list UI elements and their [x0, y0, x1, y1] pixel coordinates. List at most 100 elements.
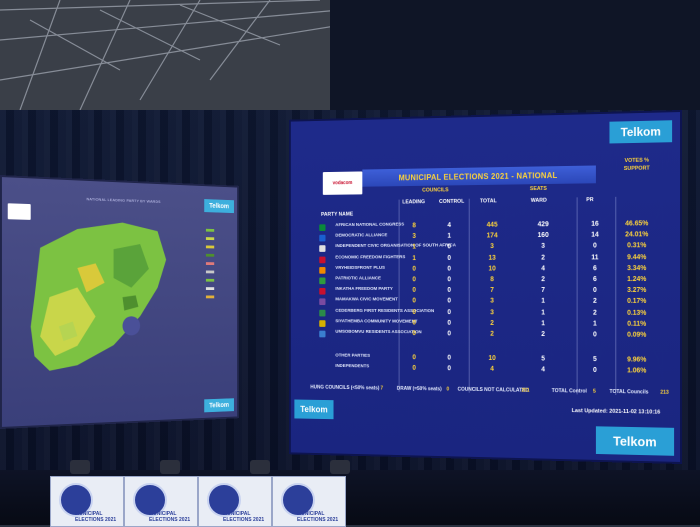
party-support-value: 9.96%: [615, 356, 658, 363]
total-councils-label: TOTAL Councils: [609, 389, 648, 396]
party-results-table: AFRICAN NATIONAL CONGRESS 8 4 445 429 16 46.65…: [317, 221, 625, 379]
party-ward-value: 160: [529, 232, 558, 239]
party-leading-value: 1: [400, 244, 428, 251]
party-leading-value: 0: [400, 319, 428, 326]
telkom-logo-top: Telkom: [204, 199, 234, 213]
desk-banner: MUNICIPAL ELECTIONS 2021: [272, 476, 346, 527]
not-calculated-value: 201: [521, 388, 529, 394]
party-support-value: 9.44%: [615, 254, 658, 261]
banner-text: MUNICIPAL ELECTIONS 2021: [75, 511, 123, 523]
seats-header: SEATS: [510, 186, 567, 193]
map-title: NATIONAL LEADING PARTY BY WARDS: [87, 196, 161, 204]
party-logo-icon: [319, 235, 325, 242]
control-header: CONTROL: [439, 199, 464, 205]
last-updated: Last Updated: 2021-11-02 13:10:16: [572, 408, 661, 416]
party-total-value: 445: [478, 222, 506, 229]
total-control-label: TOTAL Control: [552, 388, 587, 394]
party-ward-value: 4: [529, 265, 558, 272]
banner-text: MUNICIPAL ELECTIONS 2021: [223, 511, 271, 523]
desk-banner: MUNICIPAL ELECTIONS 2021: [124, 476, 198, 527]
map-legend: [206, 223, 231, 304]
party-total-value: 4: [478, 366, 506, 373]
party-logo-icon: [319, 256, 325, 263]
chair: [330, 460, 350, 474]
ceiling-truss: [0, 0, 700, 110]
party-ward-value: 2: [529, 276, 558, 283]
chair: [160, 460, 180, 474]
leading-header: LEADING: [402, 199, 425, 205]
party-ward-value: 5: [529, 356, 558, 363]
party-support-value: 1.24%: [615, 276, 658, 283]
party-control-value: 0: [435, 365, 463, 372]
party-control-value: 4: [435, 222, 463, 229]
ward-header: WARD: [531, 198, 547, 204]
party-name: INDEPENDENTS: [335, 364, 369, 369]
party-pr-value: 1: [580, 320, 609, 327]
party-control-value: 0: [435, 265, 463, 272]
party-total-value: 10: [478, 265, 506, 272]
party-control-value: 0: [435, 244, 463, 251]
party-control-value: 0: [435, 320, 463, 327]
telkom-logo-top-right: Telkom: [609, 120, 672, 143]
party-total-value: 8: [478, 276, 506, 283]
party-ward-value: 1: [529, 320, 558, 327]
party-row: INDEPENDENTS 0 0 4 4 0 1.06%: [317, 364, 625, 379]
party-control-value: 0: [435, 255, 463, 262]
party-total-value: 2: [478, 320, 506, 327]
party-leading-value: 3: [400, 233, 428, 240]
party-ward-value: 4: [529, 367, 558, 374]
pr-header: PR: [586, 197, 593, 203]
party-control-value: 0: [435, 276, 463, 283]
hung-councils-label: HUNG COUNCILS (<50% seats): [310, 385, 379, 392]
total-control-value: 5: [593, 389, 596, 395]
party-total-value: 174: [478, 233, 506, 240]
party-ward-value: 2: [529, 331, 558, 338]
party-pr-value: 11: [580, 254, 609, 261]
party-pr-value: 0: [580, 331, 609, 338]
chair: [250, 460, 270, 474]
party-name: DEMOCRATIC ALLIANCE: [335, 233, 387, 238]
party-logo-icon: [319, 288, 325, 295]
party-leading-value: 8: [400, 222, 428, 229]
party-logo-icon: [319, 246, 325, 253]
party-support-value: 24.01%: [615, 231, 658, 238]
party-name: AFRICAN NATIONAL CONGRESS: [335, 223, 404, 228]
party-pr-value: 16: [580, 221, 609, 228]
party-total-value: 10: [478, 355, 506, 362]
party-total-value: 3: [478, 243, 506, 250]
party-logo-icon: [319, 331, 325, 338]
party-name: OTHER PARTIES: [335, 354, 370, 359]
draw-value: 0: [446, 387, 449, 393]
party-support-value: 0.31%: [615, 243, 658, 250]
party-support-value: 1.06%: [615, 367, 658, 374]
party-ward-value: 1: [529, 309, 558, 316]
draw-label: DRAW (=50% seats): [397, 386, 442, 392]
party-logo-icon: [319, 299, 325, 306]
party-control-value: 0: [435, 309, 463, 316]
party-leading-value: 0: [400, 309, 428, 316]
party-total-value: 3: [478, 309, 506, 316]
party-ward-value: 429: [529, 221, 558, 228]
party-support-value: 0.13%: [615, 309, 658, 316]
party-leading-value: 0: [400, 365, 428, 372]
party-support-value: 0.09%: [615, 331, 658, 338]
party-pr-value: 14: [580, 232, 609, 239]
party-control-value: 0: [435, 355, 463, 362]
party-logo-icon: [319, 224, 325, 231]
total-councils-value: 213: [660, 390, 669, 396]
party-pr-value: 0: [580, 367, 609, 374]
party-logo-icon: [319, 267, 325, 274]
party-leading-value: 0: [400, 287, 428, 294]
party-control-value: 0: [435, 298, 463, 305]
telkom-logo-bottom-left: Telkom: [294, 400, 333, 420]
votes-support-header: VOTES % SUPPORT: [617, 156, 656, 173]
party-pr-value: 0: [580, 243, 609, 250]
party-logo-icon: [319, 320, 325, 327]
party-name: INKATHA FREEDOM PARTY: [335, 287, 392, 292]
chair: [70, 460, 90, 474]
party-ward-value: 7: [529, 287, 558, 294]
party-logo-icon: [319, 309, 325, 316]
party-pr-value: 2: [580, 309, 609, 316]
party-name: PATRIOTIC ALLIANCE: [335, 276, 381, 281]
party-pr-value: 5: [580, 356, 609, 363]
